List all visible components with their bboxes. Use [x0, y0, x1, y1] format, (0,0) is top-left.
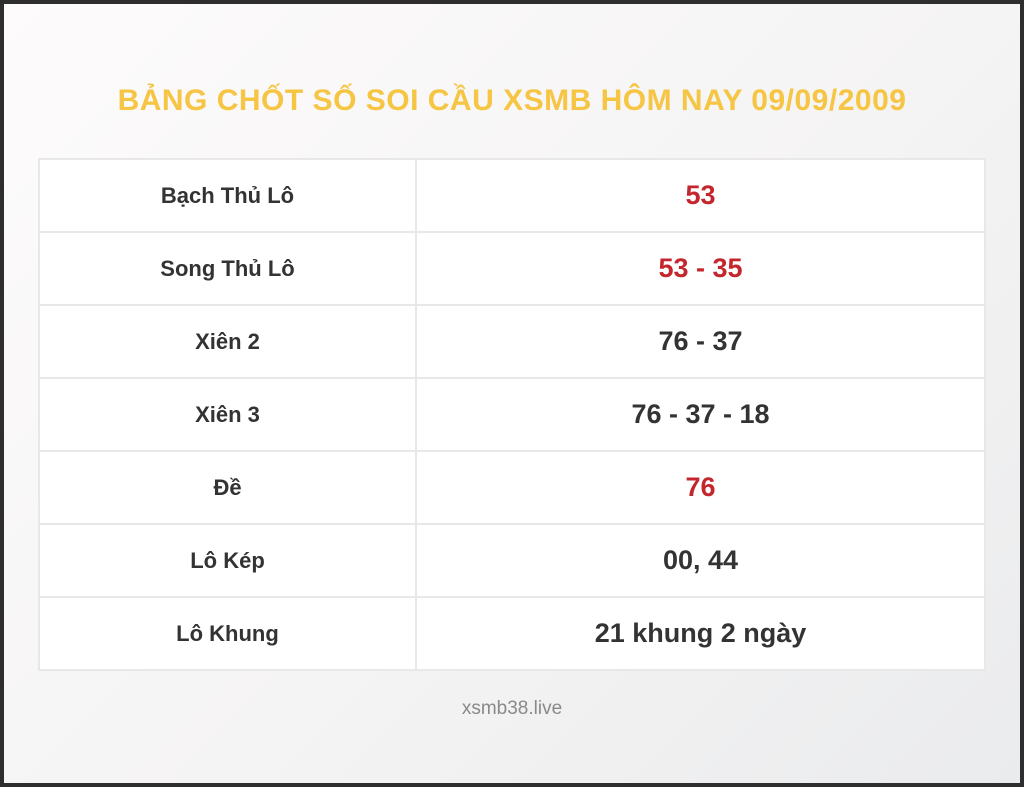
- prediction-table: Bạch Thủ Lô 53 Song Thủ Lô 53 - 35 Xiên …: [38, 158, 986, 671]
- row-label: Đề: [38, 450, 417, 525]
- row-value: 76: [415, 450, 986, 525]
- row-value: 53 - 35: [415, 231, 986, 306]
- row-value: 21 khung 2 ngày: [415, 596, 986, 671]
- row-value: 00, 44: [415, 523, 986, 598]
- row-value: 76 - 37: [415, 304, 986, 379]
- table-row: Song Thủ Lô 53 - 35: [38, 231, 986, 306]
- table-row: Lô Khung 21 khung 2 ngày: [38, 596, 986, 671]
- site-name: xsmb38.live: [461, 698, 563, 719]
- table-row: Xiên 3 76 - 37 - 18: [38, 377, 986, 452]
- table-row: Xiên 2 76 - 37: [38, 304, 986, 379]
- row-label: Lô Khung: [38, 596, 417, 671]
- table-row: Đề 76: [38, 450, 986, 525]
- row-value: 53: [415, 158, 986, 233]
- page-title: BẢNG CHỐT SỐ SOI CẦU XSMB HÔM NAY 09/09/…: [117, 84, 907, 117]
- row-label: Xiên 2: [38, 304, 417, 379]
- row-label: Song Thủ Lô: [38, 231, 417, 306]
- row-value: 76 - 37 - 18: [415, 377, 986, 452]
- table-row: Lô Kép 00, 44: [38, 523, 986, 598]
- table-row: Bạch Thủ Lô 53: [38, 158, 986, 233]
- row-label: Xiên 3: [38, 377, 417, 452]
- row-label: Bạch Thủ Lô: [38, 158, 417, 233]
- table-body: Bạch Thủ Lô 53 Song Thủ Lô 53 - 35 Xiên …: [38, 158, 986, 671]
- row-label: Lô Kép: [38, 523, 417, 598]
